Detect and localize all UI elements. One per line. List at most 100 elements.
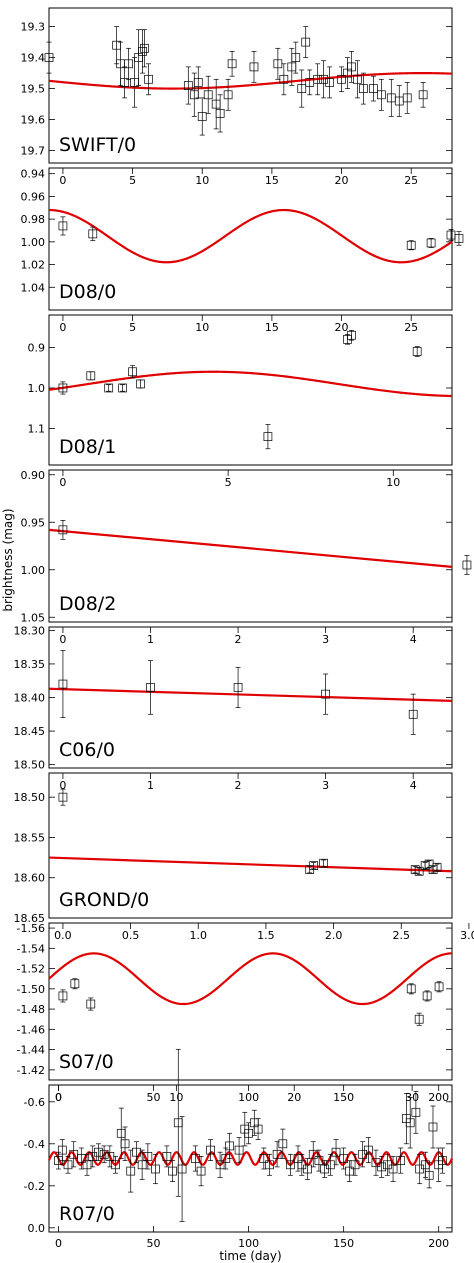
data-point bbox=[408, 709, 418, 719]
data-point bbox=[424, 1170, 434, 1180]
data-point bbox=[377, 1162, 387, 1172]
data-point bbox=[138, 47, 147, 56]
data-point bbox=[162, 1152, 172, 1161]
data-point bbox=[183, 81, 193, 90]
y-tick-label: 19.5 bbox=[21, 83, 46, 96]
data-point bbox=[308, 1149, 318, 1159]
data-point bbox=[94, 1147, 103, 1157]
data-point bbox=[426, 238, 436, 248]
x-tick-label: 3.0 bbox=[460, 929, 474, 942]
data-point bbox=[272, 1149, 282, 1159]
data-point bbox=[177, 1164, 187, 1174]
y-tick-label: 18.45 bbox=[14, 725, 46, 738]
panel-label: D08/1 bbox=[59, 436, 116, 458]
y-tick-label: 0.96 bbox=[21, 190, 46, 203]
x-tick-label: 2.0 bbox=[325, 929, 343, 942]
data-point bbox=[319, 74, 328, 84]
x-tick-bottom-label: 100 bbox=[238, 1237, 259, 1250]
y-tick-label: 1.05 bbox=[21, 611, 46, 624]
x-tick-label: 20 bbox=[335, 174, 349, 187]
y-tick-label: 0.95 bbox=[21, 516, 46, 529]
data-point bbox=[359, 84, 368, 93]
y-tick-label: 0.94 bbox=[21, 168, 46, 181]
x-tick-top-label: 10 bbox=[169, 1091, 183, 1104]
data-point bbox=[396, 1156, 406, 1165]
x-tick-label: 50 bbox=[147, 1091, 161, 1104]
y-tick-label: -0.4 bbox=[24, 1138, 45, 1151]
data-point bbox=[279, 74, 289, 84]
model-curve bbox=[47, 1151, 454, 1166]
x-tick-bottom-label: 0 bbox=[55, 1237, 62, 1250]
data-point bbox=[120, 78, 129, 87]
data-point bbox=[111, 1160, 120, 1170]
x-tick-label: 2.5 bbox=[393, 929, 411, 942]
panel-swift-0: 19.3 19.4 19.5 19.6 19.7 SWIFT/0 bbox=[21, 7, 453, 164]
data-point bbox=[438, 1156, 447, 1165]
panel-frame bbox=[48, 922, 453, 1081]
x-tick-label: 1.5 bbox=[257, 929, 275, 942]
data-point bbox=[325, 78, 334, 87]
data-point bbox=[377, 90, 386, 100]
data-point bbox=[291, 53, 301, 62]
data-point bbox=[86, 999, 96, 1009]
data-point bbox=[126, 1166, 136, 1176]
data-point bbox=[137, 1160, 147, 1170]
y-tick-label: 19.4 bbox=[21, 52, 46, 65]
data-point bbox=[191, 1154, 200, 1163]
data-point bbox=[70, 979, 80, 989]
y-tick-label: -1.44 bbox=[17, 1044, 45, 1057]
x-tick-label: 200 bbox=[428, 1091, 449, 1104]
data-point bbox=[144, 74, 153, 84]
data-point bbox=[303, 1164, 312, 1174]
data-point bbox=[88, 229, 98, 239]
data-point bbox=[44, 53, 54, 62]
data-point bbox=[104, 383, 114, 393]
x-tick-label: 100 bbox=[238, 1091, 259, 1104]
y-tick-label: 1.02 bbox=[21, 259, 46, 272]
x-tick-label: 1 bbox=[147, 779, 154, 792]
data-point bbox=[151, 1164, 160, 1174]
data-point bbox=[347, 62, 356, 72]
y-tick-label: -1.54 bbox=[17, 942, 45, 955]
x-tick-label: 1 bbox=[147, 633, 154, 646]
data-point bbox=[388, 1164, 398, 1174]
x-tick-label: 2 bbox=[235, 633, 242, 646]
x-tick-label: 0 bbox=[59, 476, 66, 489]
x-tick-label: 20 bbox=[335, 321, 349, 334]
data-point bbox=[278, 1139, 288, 1149]
x-tick-label: 15 bbox=[265, 174, 279, 187]
x-tick-label: 5 bbox=[129, 321, 136, 334]
data-point bbox=[297, 84, 307, 93]
data-point bbox=[234, 1145, 244, 1155]
data-point bbox=[215, 109, 225, 118]
data-point bbox=[58, 525, 68, 535]
data-point bbox=[301, 37, 311, 47]
x-tick-label: 5 bbox=[225, 476, 232, 489]
data-point bbox=[364, 1145, 373, 1155]
panel-s07-0: -1.56 -1.54 -1.52 -1.50 -1.48 -1.46 -1.44 -1.42… bbox=[17, 922, 474, 1081]
y-tick-label: 0.98 bbox=[21, 213, 46, 226]
data-point bbox=[82, 1160, 92, 1170]
x-tick-label: 0.5 bbox=[122, 929, 140, 942]
y-tick-label: 18.50 bbox=[14, 791, 46, 804]
x-tick-label: 10 bbox=[386, 476, 400, 489]
data-point bbox=[309, 861, 319, 870]
data-point bbox=[331, 1147, 341, 1157]
y-tick-label: 18.60 bbox=[14, 872, 46, 885]
x-tick-label: 0 bbox=[59, 779, 66, 792]
x-tick-bottom-label: 150 bbox=[333, 1237, 354, 1250]
x-tick-label: 10 bbox=[195, 321, 209, 334]
data-point bbox=[411, 1107, 421, 1117]
data-point bbox=[339, 1154, 348, 1163]
data-point bbox=[350, 1160, 360, 1170]
data-point bbox=[454, 234, 464, 243]
data-point bbox=[263, 432, 273, 441]
data-point bbox=[412, 347, 422, 356]
panel-c06-0: 18.30 18.35 18.40 18.45 18.50 0 1 2 3 4 C06/0 bbox=[14, 624, 453, 772]
panel-d08-2: 0.90 0.95 1.00 1.05 0 5 10 D08/2 bbox=[21, 469, 472, 624]
data-point bbox=[203, 90, 213, 100]
data-point bbox=[321, 689, 330, 699]
data-point bbox=[286, 1160, 295, 1170]
x-tick-label: 5 bbox=[129, 174, 136, 187]
